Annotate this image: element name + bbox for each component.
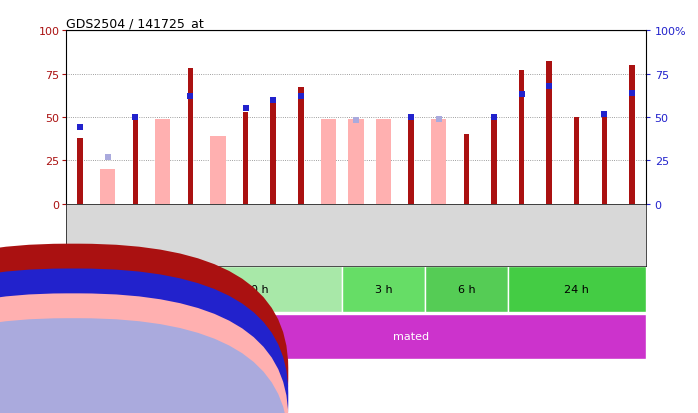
Text: 24 h: 24 h	[564, 284, 589, 294]
Bar	[547, 62, 552, 204]
Text: percentile rank within the sample: percentile rank within the sample	[87, 394, 263, 404]
Bar	[408, 116, 414, 204]
Text: 0 h: 0 h	[251, 284, 268, 294]
Bar	[155, 119, 170, 204]
Bar	[376, 119, 391, 204]
Text: 6 h: 6 h	[457, 284, 475, 294]
Bar	[463, 135, 469, 204]
Text: 3 h: 3 h	[375, 284, 392, 294]
Text: unmated: unmated	[96, 332, 147, 342]
Bar	[177, 266, 342, 312]
Text: GDS2504 / 141725_at: GDS2504 / 141725_at	[66, 17, 204, 30]
Bar	[133, 118, 138, 204]
Bar	[243, 112, 248, 204]
Bar	[270, 102, 276, 204]
Bar	[507, 266, 646, 312]
Text: ▶: ▶	[70, 332, 77, 342]
Bar	[602, 116, 607, 204]
Text: mated: mated	[393, 332, 429, 342]
Text: control: control	[102, 284, 141, 294]
Bar	[425, 266, 507, 312]
Bar	[100, 170, 115, 204]
Bar	[519, 71, 524, 204]
Text: ▶: ▶	[70, 284, 77, 294]
Bar	[491, 118, 497, 204]
Bar	[177, 314, 646, 359]
Bar	[431, 119, 446, 204]
Bar	[348, 119, 364, 204]
Bar	[629, 66, 634, 204]
Text: protocol: protocol	[17, 332, 63, 342]
Bar	[574, 118, 579, 204]
Bar	[66, 314, 177, 359]
Bar	[188, 69, 193, 204]
Bar	[211, 137, 225, 204]
Bar	[298, 88, 304, 204]
Text: count: count	[87, 369, 117, 379]
Bar	[321, 119, 336, 204]
Bar	[77, 138, 83, 204]
Bar	[66, 266, 177, 312]
Text: time: time	[38, 284, 63, 294]
Bar	[342, 266, 425, 312]
